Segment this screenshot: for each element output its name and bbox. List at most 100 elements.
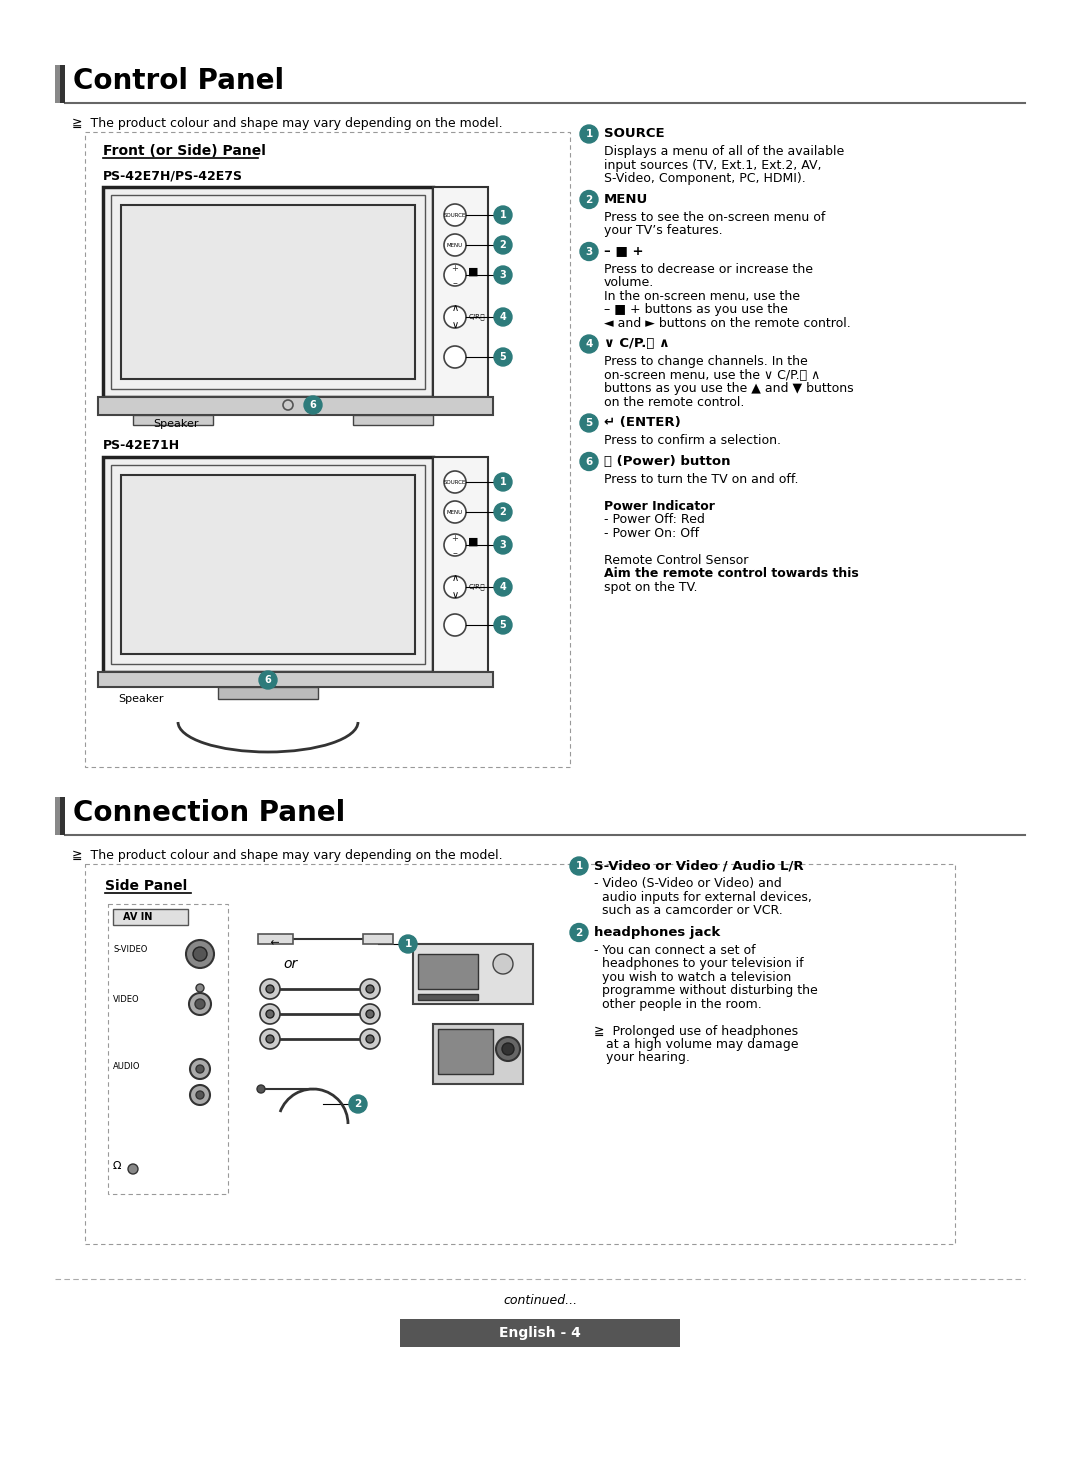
Text: ∧: ∧ [451,573,459,584]
Bar [218,687,318,699]
Text: Speaker: Speaker [153,419,199,429]
Circle shape [494,348,512,366]
Circle shape [444,234,465,256]
Text: Press to confirm a selection.: Press to confirm a selection. [604,433,781,447]
Text: AV IN: AV IN [123,912,152,923]
Text: headphones jack: headphones jack [594,926,720,939]
Text: SOURCE: SOURCE [444,479,467,485]
Text: – ■ +: – ■ + [604,245,644,258]
Circle shape [444,615,465,635]
Text: SOURCE: SOURCE [444,212,467,218]
Circle shape [195,985,204,992]
Circle shape [360,1029,380,1049]
Circle shape [444,346,465,368]
Bar [103,457,433,672]
Text: Displays a menu of all of the available: Displays a menu of all of the available [604,144,845,158]
Circle shape [366,1035,374,1044]
Text: 4: 4 [585,339,593,349]
Bar [121,475,415,654]
Text: VIDEO: VIDEO [113,995,139,1004]
Circle shape [494,537,512,554]
Text: 4: 4 [500,312,507,321]
Text: C/P.⏻: C/P.⏻ [469,314,486,320]
Bar [55,797,60,834]
Circle shape [444,264,465,286]
Bar [363,935,393,943]
Circle shape [266,1010,274,1019]
Text: 1: 1 [576,861,582,871]
Circle shape [195,1066,204,1073]
Text: spot on the TV.: spot on the TV. [604,581,698,594]
Circle shape [186,940,214,968]
Text: 6: 6 [265,675,271,685]
Circle shape [494,616,512,634]
Text: 1: 1 [500,209,507,220]
Text: English - 4: English - 4 [499,1327,581,1340]
Bar [98,397,492,416]
Bar [133,416,213,425]
Text: SOURCE: SOURCE [604,127,664,140]
Circle shape [494,503,512,520]
Bar [85,864,955,1244]
Circle shape [260,1029,280,1049]
Circle shape [349,1095,367,1113]
Text: 6: 6 [585,457,593,466]
Circle shape [303,397,322,414]
Circle shape [494,578,512,595]
Circle shape [496,1038,519,1061]
Text: on the remote control.: on the remote control. [604,395,744,408]
Circle shape [580,453,598,470]
Text: PS-42E71H: PS-42E71H [103,439,180,453]
Text: ≧  The product colour and shape may vary depending on the model.: ≧ The product colour and shape may vary … [72,849,502,862]
Text: PS-42E7H/PS-42E7S: PS-42E7H/PS-42E7S [103,170,243,181]
Text: 1: 1 [404,939,411,949]
Circle shape [502,1044,514,1055]
Circle shape [570,924,588,942]
Text: ∨: ∨ [451,590,459,600]
Bar [413,943,534,1004]
Text: In the on-screen menu, use the: In the on-screen menu, use the [604,289,800,302]
Circle shape [260,979,280,999]
Text: such as a camcorder or VCR.: such as a camcorder or VCR. [594,904,783,917]
Text: MENU: MENU [447,243,463,248]
Text: 2: 2 [576,927,582,937]
Circle shape [444,576,465,598]
Text: 2: 2 [354,1100,362,1108]
Circle shape [259,671,276,688]
Bar [98,672,492,687]
Circle shape [190,1085,210,1106]
Circle shape [190,1058,210,1079]
Circle shape [580,414,598,432]
Circle shape [257,1085,265,1094]
Bar [60,65,65,103]
Circle shape [266,1035,274,1044]
Circle shape [580,190,598,208]
Text: 2: 2 [500,507,507,517]
Text: ∨: ∨ [451,320,459,330]
Text: 5: 5 [500,621,507,629]
Text: +: + [451,534,458,542]
Bar [111,464,426,663]
Circle shape [360,1004,380,1024]
Circle shape [195,1091,204,1100]
Text: 1: 1 [585,130,593,139]
Bar [60,797,65,834]
Circle shape [195,999,205,1010]
Circle shape [129,1164,138,1173]
Text: ↵ (ENTER): ↵ (ENTER) [604,416,680,429]
Circle shape [193,946,207,961]
Text: Control Panel: Control Panel [73,66,284,94]
Circle shape [444,534,465,556]
Text: at a high volume may damage: at a high volume may damage [594,1038,798,1051]
Text: ≧  Prolonged use of headphones: ≧ Prolonged use of headphones [594,1024,798,1038]
Text: - You can connect a set of: - You can connect a set of [594,943,756,957]
Text: MENU: MENU [604,193,648,205]
Text: C/P.⏻: C/P.⏻ [469,584,486,590]
Text: ∧: ∧ [451,304,459,312]
Text: on-screen menu, use the ∨ C/P.⏻ ∧: on-screen menu, use the ∨ C/P.⏻ ∧ [604,368,820,382]
Circle shape [570,856,588,876]
Text: Connection Panel: Connection Panel [73,799,346,827]
Text: – ■ + buttons as you use the: – ■ + buttons as you use the [604,304,788,315]
Text: 2: 2 [500,240,507,251]
Circle shape [580,243,598,261]
